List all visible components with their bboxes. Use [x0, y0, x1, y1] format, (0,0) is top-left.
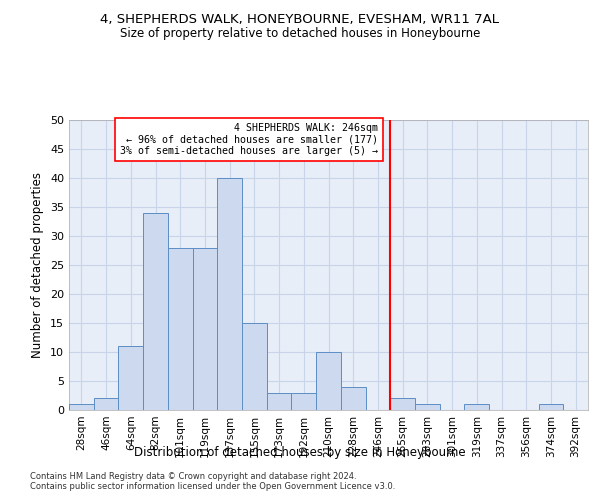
Bar — [94, 398, 118, 410]
Bar — [464, 404, 489, 410]
Bar — [415, 404, 440, 410]
Bar — [316, 352, 341, 410]
Bar — [341, 387, 365, 410]
Text: Size of property relative to detached houses in Honeybourne: Size of property relative to detached ho… — [120, 28, 480, 40]
Bar — [242, 323, 267, 410]
Bar — [69, 404, 94, 410]
Bar — [168, 248, 193, 410]
Bar — [267, 392, 292, 410]
Bar — [217, 178, 242, 410]
Bar — [539, 404, 563, 410]
Bar — [193, 248, 217, 410]
Text: Contains HM Land Registry data © Crown copyright and database right 2024.: Contains HM Land Registry data © Crown c… — [30, 472, 356, 481]
Bar — [143, 213, 168, 410]
Y-axis label: Number of detached properties: Number of detached properties — [31, 172, 44, 358]
Text: Distribution of detached houses by size in Honeybourne: Distribution of detached houses by size … — [134, 446, 466, 459]
Text: 4, SHEPHERDS WALK, HONEYBOURNE, EVESHAM, WR11 7AL: 4, SHEPHERDS WALK, HONEYBOURNE, EVESHAM,… — [101, 12, 499, 26]
Text: Contains public sector information licensed under the Open Government Licence v3: Contains public sector information licen… — [30, 482, 395, 491]
Bar — [390, 398, 415, 410]
Bar — [292, 392, 316, 410]
Text: 4 SHEPHERDS WALK: 246sqm
← 96% of detached houses are smaller (177)
3% of semi-d: 4 SHEPHERDS WALK: 246sqm ← 96% of detach… — [120, 123, 378, 156]
Bar — [118, 346, 143, 410]
